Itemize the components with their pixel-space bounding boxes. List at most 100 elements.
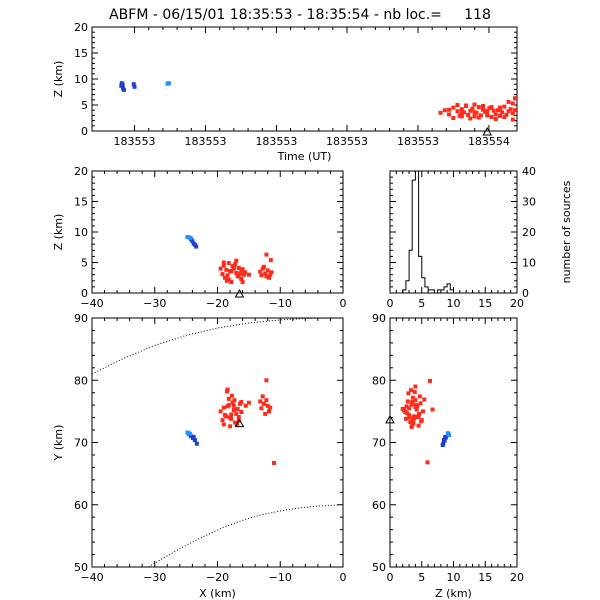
source-point: [220, 418, 225, 423]
source-point: [489, 115, 494, 119]
source-point: [218, 266, 223, 271]
y-axis-label: Y (km): [52, 425, 65, 462]
source-point: [455, 103, 460, 107]
source-point: [491, 108, 496, 113]
source-point: [416, 423, 421, 428]
source-point: [498, 113, 502, 118]
y-tick-label: 50: [372, 561, 386, 574]
y-axis-label: Z (km): [52, 61, 65, 98]
source-point: [236, 415, 241, 419]
x-tick-label: −10: [269, 571, 292, 584]
y-tick-label: 80: [372, 374, 386, 387]
x-axis-label: Time (UT): [277, 150, 332, 163]
source-point: [232, 398, 237, 403]
station-triangle-marker: [482, 126, 493, 136]
source-point: [476, 105, 481, 110]
source-point: [440, 443, 445, 447]
x-tick-label: 5: [418, 571, 425, 584]
source-point: [510, 117, 515, 122]
x-tick-label: 0: [387, 297, 394, 310]
x-tick-label: 0: [387, 571, 394, 584]
y-tick-label: 5: [81, 99, 88, 112]
source-point: [425, 460, 430, 465]
source-point: [409, 424, 414, 429]
source-point: [442, 108, 447, 113]
source-point: [413, 384, 418, 389]
range-circle-arc: [91, 317, 344, 375]
source-point: [410, 400, 415, 404]
source-point: [268, 405, 273, 410]
source-point: [459, 111, 464, 116]
source-point: [405, 399, 410, 404]
y-axis-label: Z (km): [52, 214, 65, 251]
source-point: [407, 406, 412, 411]
source-point: [416, 413, 421, 418]
source-point: [243, 403, 248, 408]
source-point: [489, 105, 494, 110]
source-point: [493, 112, 498, 117]
source-point: [272, 461, 276, 465]
source-point: [407, 415, 412, 420]
source-point: [466, 112, 471, 117]
source-point: [258, 399, 263, 404]
source-point: [221, 422, 226, 427]
source-point: [459, 107, 464, 112]
source-point: [455, 109, 460, 114]
y-tick-label: 20: [522, 226, 536, 239]
source-point: [192, 438, 197, 442]
source-point: [417, 394, 422, 399]
source-point: [483, 109, 488, 114]
source-point: [472, 114, 477, 119]
x-tick-label: −40: [80, 297, 103, 310]
source-point: [415, 403, 420, 408]
source-point: [478, 113, 483, 118]
station-triangle-marker: [234, 418, 245, 428]
source-point: [504, 112, 509, 117]
source-point: [487, 106, 492, 111]
y-tick-label: 40: [522, 165, 536, 178]
y-tick-label: 10: [522, 257, 536, 270]
source-point: [405, 411, 410, 416]
source-point: [221, 405, 226, 410]
source-point: [428, 378, 432, 383]
y-tick-label: 0: [81, 287, 88, 300]
source-point: [447, 112, 451, 117]
x-tick-label: 5: [418, 297, 425, 310]
source-point: [508, 107, 513, 112]
source-point: [506, 109, 511, 114]
source-point: [239, 410, 244, 414]
source-point: [438, 110, 443, 115]
source-point: [430, 407, 435, 412]
source-point: [223, 275, 227, 280]
source-point: [263, 411, 268, 416]
histogram-step-line: [390, 170, 517, 294]
source-point: [240, 280, 245, 284]
source-point: [228, 424, 233, 429]
figure-title: ABFM - 06/15/01 18:35:53 - 18:35:54 - nb…: [109, 7, 491, 23]
x-tick-label: 10: [447, 571, 461, 584]
source-point: [261, 401, 266, 406]
source-point: [412, 390, 417, 395]
source-point: [468, 108, 473, 113]
y-tick-label: 10: [74, 226, 88, 239]
source-point: [409, 388, 413, 393]
source-point: [230, 264, 235, 269]
plot-frame: [91, 170, 344, 294]
source-point: [194, 244, 199, 249]
source-point: [229, 412, 234, 417]
source-point: [498, 105, 502, 110]
source-point: [187, 431, 192, 436]
x-z-panel: −40 −30 −20 −10 0 0 5 10 15 20 Z (km): [52, 165, 347, 310]
source-point: [243, 270, 248, 275]
x-tick-label: 20: [510, 297, 524, 310]
source-point: [236, 266, 241, 270]
source-point: [485, 113, 490, 118]
source-point: [226, 396, 231, 401]
y-tick-label: 10: [74, 73, 88, 86]
source-point: [225, 404, 230, 409]
source-point: [422, 397, 427, 402]
source-point: [263, 271, 268, 276]
source-point: [188, 236, 193, 241]
y-tick-label: 60: [74, 499, 88, 512]
